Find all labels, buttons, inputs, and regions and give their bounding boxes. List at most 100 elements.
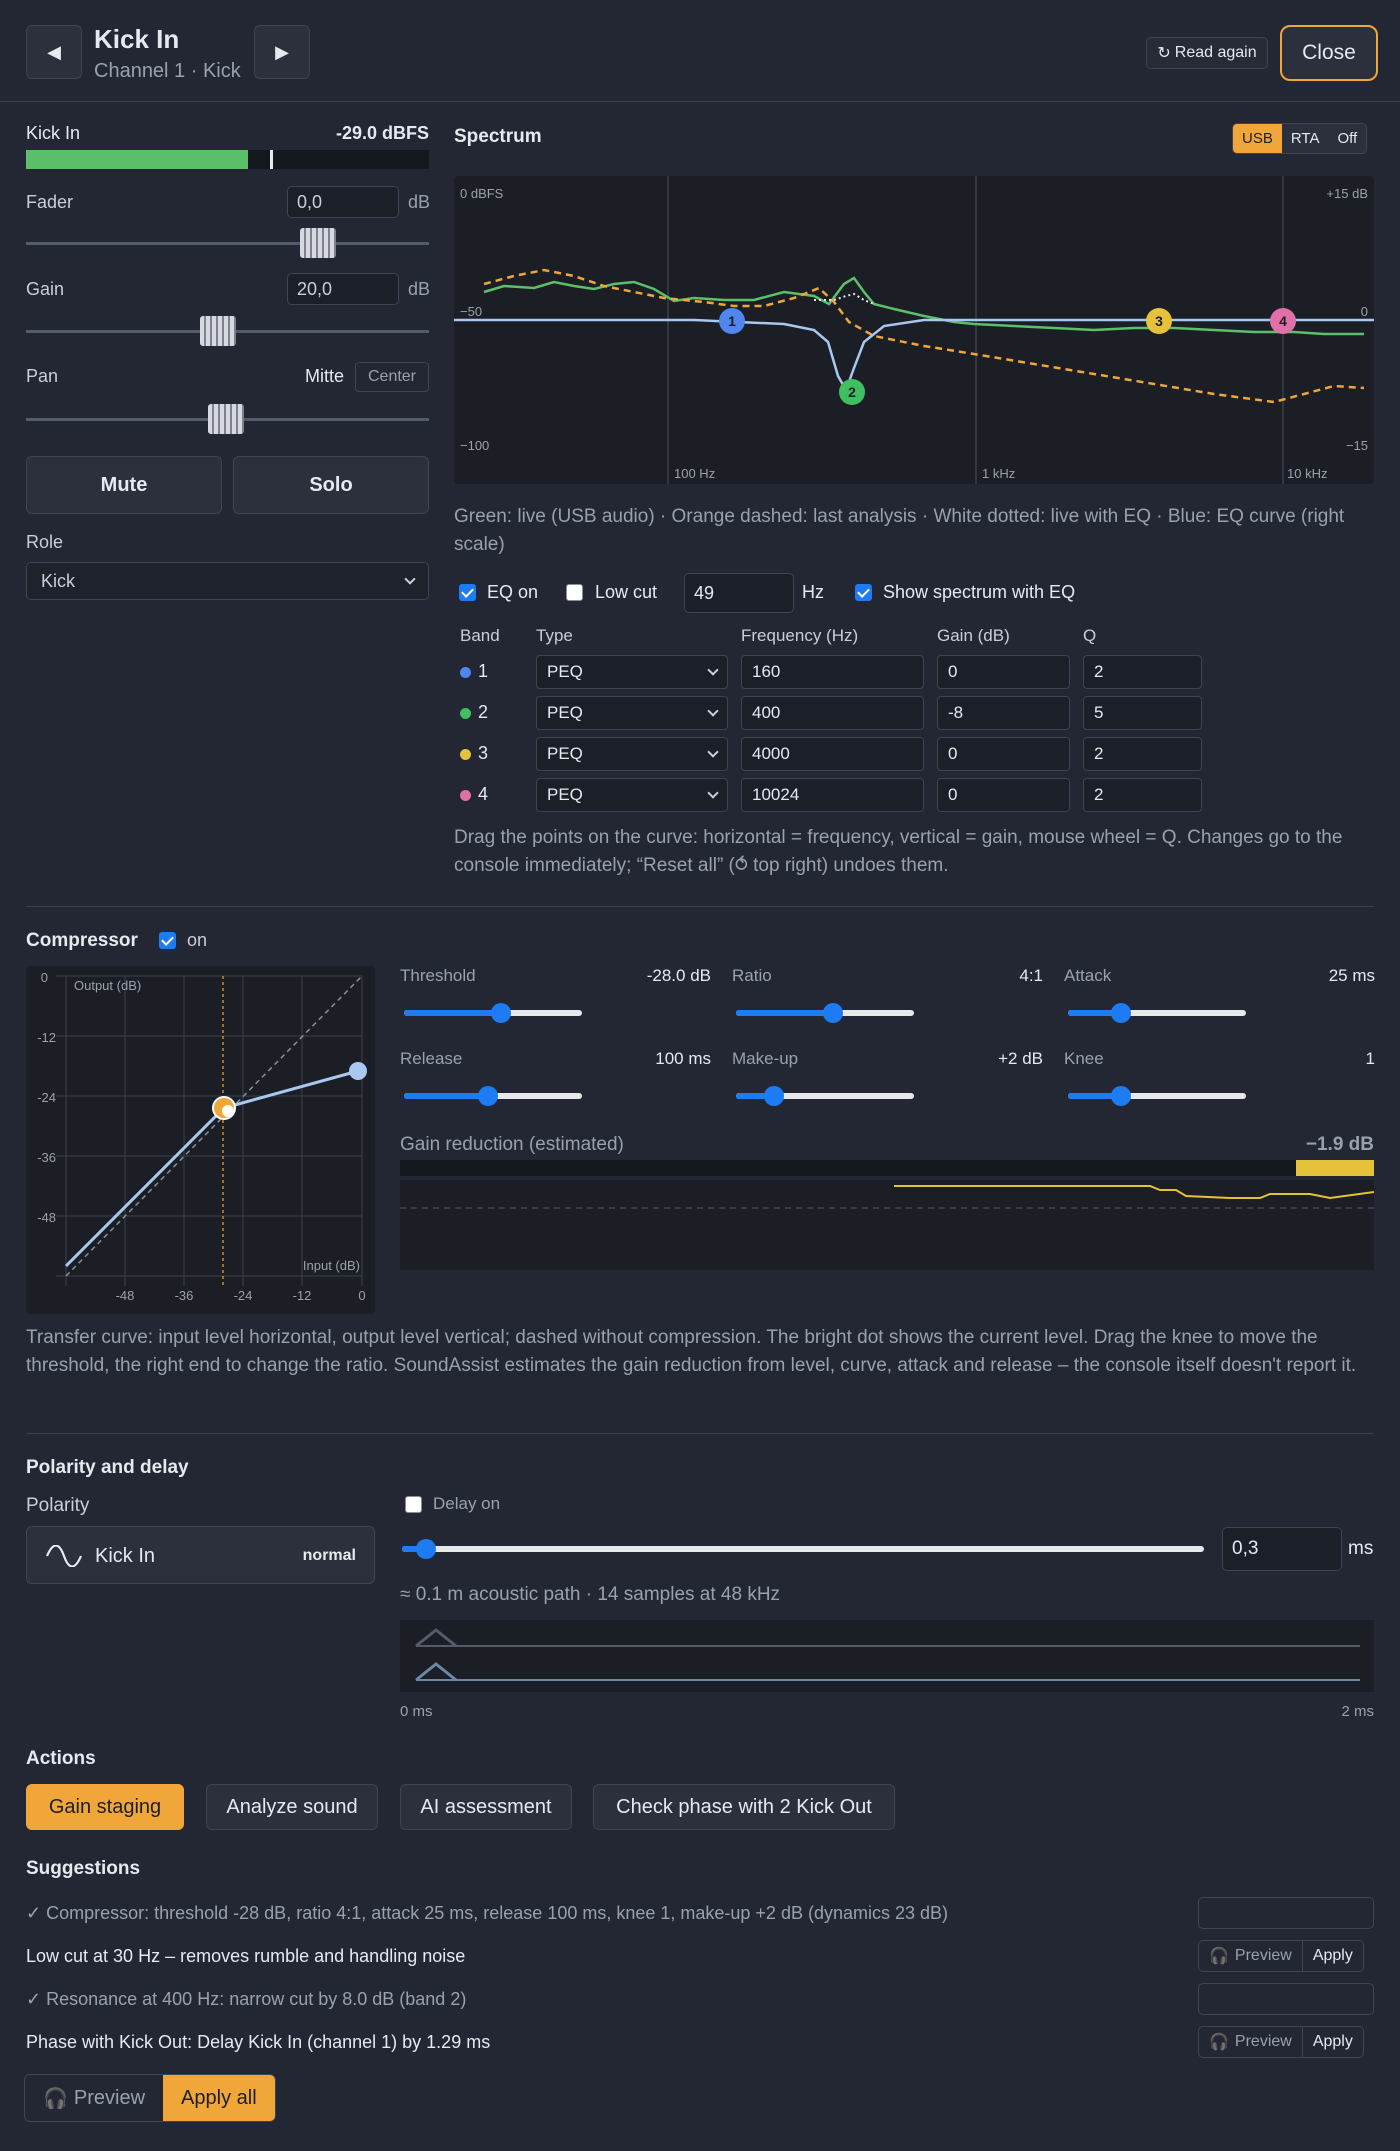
transfer-xtick: -36: [175, 1288, 194, 1303]
role-select[interactable]: Kick: [26, 562, 429, 600]
gain-handle[interactable]: [200, 316, 236, 346]
sine-wave-icon: [45, 1545, 83, 1567]
transfer-curve-graph[interactable]: Output (dB) Input (dB) 0 -12 -24 -36 -48…: [26, 966, 375, 1314]
mode-off-button[interactable]: Off: [1328, 124, 1367, 153]
gain-value-input[interactable]: 20,0: [287, 273, 399, 305]
prev-channel-button[interactable]: ◀: [26, 25, 82, 79]
band-type-select[interactable]: PEQ: [536, 737, 728, 771]
mute-button[interactable]: Mute: [26, 456, 222, 514]
low-cut-frequency-input[interactable]: 49: [684, 573, 794, 613]
eq-on-checkbox[interactable]: [459, 584, 476, 601]
solo-button[interactable]: Solo: [233, 456, 429, 514]
band-number: 1: [478, 661, 489, 681]
read-again-button[interactable]: ↻ Read again: [1146, 37, 1268, 69]
threshold-slider[interactable]: [404, 1003, 582, 1023]
mode-rta-button[interactable]: RTA: [1281, 124, 1329, 153]
band-q-input[interactable]: 2: [1083, 778, 1202, 812]
band-number: 3: [478, 743, 489, 763]
next-channel-button[interactable]: ▶: [254, 25, 310, 79]
band-frequency-input[interactable]: 160: [741, 655, 924, 689]
low-cut-checkbox[interactable]: [566, 584, 583, 601]
band-frequency-input[interactable]: 400: [741, 696, 924, 730]
gain-reduction-label: Gain reduction (estimated): [400, 1134, 624, 1155]
band-gain-input[interactable]: 0: [937, 778, 1070, 812]
fader-track[interactable]: [26, 242, 429, 245]
knee-value: 1: [1365, 1049, 1375, 1068]
pan-handle[interactable]: [208, 404, 244, 434]
delay-slider[interactable]: [402, 1539, 1204, 1559]
knee-label: Knee: [1064, 1049, 1104, 1068]
fader-unit: dB: [408, 192, 431, 212]
spectrum-bottom-right-label: −15: [1346, 438, 1368, 453]
eq-header-q: Q: [1083, 626, 1097, 645]
band-type-select[interactable]: PEQ: [536, 696, 728, 730]
ai-assessment-button[interactable]: AI assessment: [400, 1784, 572, 1830]
role-label: Role: [26, 532, 64, 552]
band-gain-input[interactable]: 0: [937, 737, 1070, 771]
make-up-label: Make-up: [732, 1049, 799, 1068]
transfer-xtick: -12: [293, 1288, 312, 1303]
attack-slider[interactable]: [1068, 1003, 1246, 1023]
band-type-select[interactable]: PEQ: [536, 655, 728, 689]
delay-info: ≈ 0.1 m acoustic path · 14 samples at 48…: [400, 1584, 781, 1605]
release-label: Release: [400, 1049, 463, 1068]
spectrum-title: Spectrum: [454, 126, 542, 147]
fader-value-input[interactable]: 0,0: [287, 186, 399, 218]
ratio-handle[interactable]: [349, 1062, 367, 1080]
current-level-dot: [222, 1105, 234, 1117]
make-up-value: +2 dB: [998, 1049, 1043, 1068]
preview-button[interactable]: 🎧 Preview: [1199, 2027, 1303, 2057]
meter-label: Kick In: [26, 123, 81, 143]
band-q-input[interactable]: 2: [1083, 655, 1202, 689]
eq-header-type: Type: [536, 626, 573, 645]
preview-button[interactable]: 🎧 Preview: [1199, 1941, 1303, 1971]
band-type-select[interactable]: PEQ: [536, 778, 728, 812]
fader-handle[interactable]: [300, 228, 336, 258]
gain-reduction-history: [400, 1180, 1375, 1270]
band-gain-input[interactable]: -8: [937, 696, 1070, 730]
eq-header-band: Band: [460, 626, 500, 645]
eq-point-3[interactable]: [1146, 308, 1172, 334]
make-up-slider[interactable]: [736, 1086, 914, 1106]
suggestion-item: Low cut at 30 Hz – removes rumble and ha…: [26, 1946, 466, 1966]
analyze-sound-button[interactable]: Analyze sound: [206, 1784, 378, 1830]
close-button[interactable]: Close: [1280, 25, 1378, 81]
band-q-input[interactable]: 5: [1083, 696, 1202, 730]
delay-value-input[interactable]: 0,3: [1222, 1527, 1342, 1571]
gain-staging-button[interactable]: Gain staging: [26, 1784, 184, 1830]
live-eq-line: [814, 292, 875, 305]
apply-button[interactable]: Apply: [1312, 2033, 1353, 2050]
ratio-slider[interactable]: [736, 1003, 914, 1023]
suggestion-item: ✓ Compressor: threshold -28 dB, ratio 4:…: [26, 1903, 949, 1923]
transfer-xtick: 0: [358, 1288, 365, 1303]
transfer-xtick: -48: [116, 1288, 135, 1303]
check-phase-button[interactable]: Check phase with 2 Kick Out: [593, 1784, 895, 1830]
band-color-dot: [460, 749, 471, 760]
band-frequency-input[interactable]: 10024: [741, 778, 924, 812]
compressor-on-checkbox[interactable]: [159, 932, 176, 949]
eq-point-1[interactable]: [719, 308, 745, 334]
pan-center-button[interactable]: Center: [355, 362, 429, 392]
spectrum-graph[interactable]: 0 dBFS +15 dB −50 0 −100 −15 100 Hz 1 kH…: [454, 176, 1374, 484]
eq-point-2[interactable]: [839, 379, 865, 405]
knee-slider[interactable]: [1068, 1086, 1246, 1106]
release-slider[interactable]: [404, 1086, 582, 1106]
level-meter: [26, 150, 429, 169]
apply-all-button[interactable]: Apply all: [163, 2075, 275, 2121]
polarity-state: normal: [302, 1547, 356, 1564]
ratio-label: Ratio: [732, 966, 772, 985]
show-spectrum-eq-checkbox[interactable]: [855, 584, 872, 601]
band-gain-input[interactable]: 0: [937, 655, 1070, 689]
delay-on-checkbox[interactable]: [405, 1496, 422, 1513]
band-frequency-input[interactable]: 4000: [741, 737, 924, 771]
refresh-icon: ↻: [1157, 45, 1171, 62]
eq-point-4[interactable]: [1270, 308, 1296, 334]
apply-button[interactable]: Apply: [1312, 1947, 1353, 1964]
polarity-toggle[interactable]: Kick In normal: [26, 1526, 375, 1584]
transfer-ylabel: Output (dB): [74, 978, 141, 993]
live-spectrum-line: [483, 276, 1364, 336]
mode-usb-button[interactable]: USB: [1233, 124, 1282, 153]
suggestion-item: Phase with Kick Out: Delay Kick In (chan…: [26, 2032, 491, 2052]
band-q-input[interactable]: 2: [1083, 737, 1202, 771]
preview-all-button[interactable]: 🎧 Preview: [43, 2086, 146, 2110]
